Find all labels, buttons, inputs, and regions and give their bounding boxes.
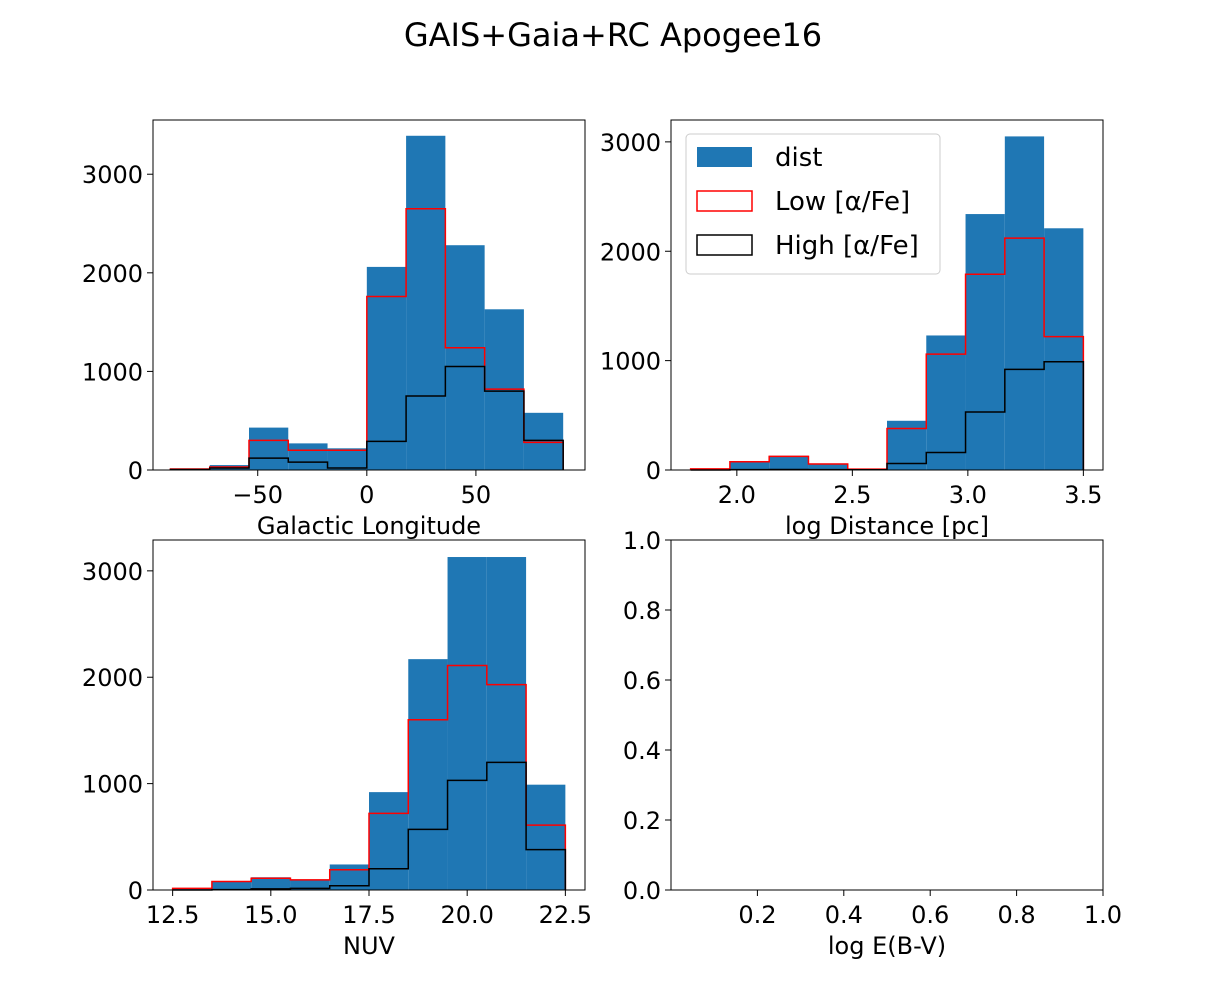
bar-dist-6 xyxy=(926,335,966,470)
bar-dist-2 xyxy=(251,877,291,890)
bar-dist-1 xyxy=(211,881,252,890)
x-tick-label: 15.0 xyxy=(244,901,297,929)
bar-dist-8 xyxy=(1004,136,1045,470)
x-tick-label: 3.0 xyxy=(949,481,987,509)
bar-dist-5 xyxy=(366,266,407,470)
x-tick-label: 0.2 xyxy=(738,901,776,929)
step-low-alpha xyxy=(689,237,1085,470)
y-tick-label: 0.0 xyxy=(623,877,661,905)
x-axis-label: NUV xyxy=(343,932,396,960)
y-tick-label: 3000 xyxy=(82,161,143,189)
x-axis-label: Galactic Longitude xyxy=(257,512,481,540)
y-tick-label: 2000 xyxy=(82,260,143,288)
bar-dist-7 xyxy=(447,557,487,890)
legend-label: dist xyxy=(775,143,822,173)
legend-patch-low xyxy=(696,190,753,212)
x-tick-label: 0.6 xyxy=(911,901,949,929)
y-tick-label: 1000 xyxy=(82,358,143,386)
y-tick-label: 0 xyxy=(128,457,143,485)
x-tick-label: 0.4 xyxy=(825,901,863,929)
bar-dist-9 xyxy=(1044,228,1084,470)
y-tick-label: 1000 xyxy=(600,348,661,376)
step-high-alpha xyxy=(169,365,564,471)
bar-dist-3 xyxy=(288,443,328,470)
x-tick-label: 2.0 xyxy=(718,481,756,509)
legend-patch-dist xyxy=(697,147,752,167)
axes-frame xyxy=(152,119,586,471)
step-high-alpha xyxy=(172,761,567,891)
bar-dist-2 xyxy=(769,455,809,470)
x-tick-label: 3.5 xyxy=(1064,481,1102,509)
x-tick-label: 0 xyxy=(359,481,374,509)
bar-dist-8 xyxy=(486,557,527,890)
axes-frame xyxy=(670,539,1104,891)
x-axis-label: log E(B-V) xyxy=(828,932,946,960)
x-tick-label: 12.5 xyxy=(146,901,199,929)
bar-dist-9 xyxy=(523,412,564,470)
y-tick-label: 0.8 xyxy=(623,597,661,625)
x-tick-label: 1.0 xyxy=(1084,901,1122,929)
step-low-alpha xyxy=(171,664,567,890)
bar-dist-6 xyxy=(408,659,448,890)
bar-dist-1 xyxy=(729,461,770,470)
bar-dist-7 xyxy=(965,214,1005,470)
legend: dist Low [α/Fe] High [α/Fe] xyxy=(685,133,941,275)
figure-title: GAIS+Gaia+RC Apogee16 xyxy=(404,16,822,54)
bar-dist-9 xyxy=(526,784,566,890)
panel-bottom-left: 12.5 15.0 17.5 20.0 22.5 0 1000 2000 3000 NUV xyxy=(82,539,592,960)
y-tick-label: 0 xyxy=(128,877,143,905)
y-tick-label: 1.0 xyxy=(623,527,661,555)
legend-patch-high xyxy=(696,234,753,256)
y-tick-label: 1000 xyxy=(82,771,143,799)
y-tick-label: 2000 xyxy=(600,238,661,266)
y-tick-label: 0 xyxy=(646,457,661,485)
bar-dist-7 xyxy=(445,245,485,470)
x-tick-label: 17.5 xyxy=(342,901,395,929)
bar-dist-3 xyxy=(808,463,848,470)
x-tick-label: 50 xyxy=(461,481,492,509)
bar-dist-3 xyxy=(290,879,330,890)
y-tick-label: 2000 xyxy=(82,664,143,692)
y-tick-label: 3000 xyxy=(600,129,661,157)
x-tick-label: 2.5 xyxy=(833,481,871,509)
step-low-alpha xyxy=(169,207,564,470)
x-tick-label: 20.0 xyxy=(440,901,493,929)
axes-frame xyxy=(670,119,1104,471)
bar-dist-4 xyxy=(327,448,367,470)
bar-dist-2 xyxy=(249,427,289,470)
bar-dist-5 xyxy=(369,792,409,890)
legend-label: High [α/Fe] xyxy=(775,231,919,261)
legend-frame xyxy=(685,133,941,275)
x-axis-label: log Distance [pc] xyxy=(785,512,989,540)
legend-label: Low [α/Fe] xyxy=(775,187,910,217)
y-tick-label: 0.4 xyxy=(623,737,661,765)
panel-bottom-right: 0.2 0.4 0.6 0.8 1.0 0.0 0.2 0.4 0.6 0.8 1.0 log E(B… xyxy=(623,527,1122,960)
x-tick-label: −50 xyxy=(232,481,283,509)
x-tick-label: 0.8 xyxy=(998,901,1036,929)
bar-dist-6 xyxy=(406,135,446,470)
y-tick-label: 0.2 xyxy=(623,807,661,835)
panel-top-right: 2.0 2.5 3.0 3.5 0 1000 2000 3000 log Distance [p… xyxy=(600,119,1104,540)
x-tick-label: 22.5 xyxy=(539,901,592,929)
y-tick-label: 3000 xyxy=(82,558,143,586)
y-tick-label: 0.6 xyxy=(623,667,661,695)
